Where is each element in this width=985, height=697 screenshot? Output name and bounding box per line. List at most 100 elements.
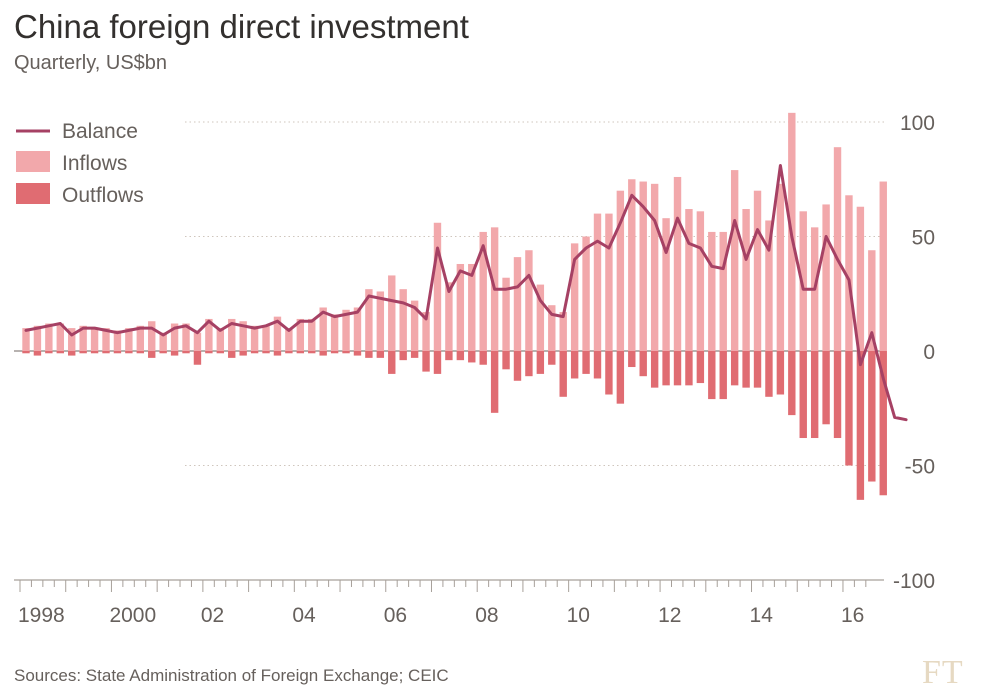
outflow-bar bbox=[273, 351, 282, 356]
inflow-bar bbox=[125, 328, 133, 351]
outflow-bar bbox=[365, 351, 373, 358]
outflow-bar bbox=[856, 351, 865, 500]
outflow-bar bbox=[582, 351, 590, 374]
outflow-bar bbox=[170, 351, 179, 356]
inflow-bar bbox=[685, 209, 693, 351]
inflow-bar bbox=[605, 213, 613, 351]
outflow-bar bbox=[136, 351, 144, 354]
x-tick-label: 04 bbox=[292, 604, 316, 627]
inflow-bar bbox=[833, 147, 842, 351]
inflow-bar bbox=[513, 257, 522, 351]
outflow-bar bbox=[822, 351, 830, 425]
outflow-bar bbox=[422, 351, 430, 372]
inflow-bar bbox=[68, 328, 76, 351]
outflow-bar bbox=[628, 351, 636, 368]
outflow-bar bbox=[148, 351, 156, 358]
inflow-bar bbox=[593, 213, 602, 351]
legend-label-inflows: Inflows bbox=[62, 152, 127, 175]
outflow-bar bbox=[788, 351, 796, 416]
x-tick-label: 1998 bbox=[18, 604, 65, 627]
balance-line bbox=[24, 164, 908, 422]
outflow-bar bbox=[193, 351, 202, 365]
outflow-bar bbox=[410, 351, 419, 358]
outflow-bar bbox=[239, 351, 247, 356]
inflow-bar bbox=[182, 323, 190, 351]
inflow-bar bbox=[216, 328, 225, 351]
y-tick-label: 0 bbox=[923, 341, 935, 364]
outflow-bar bbox=[468, 351, 476, 363]
inflow-bar bbox=[879, 181, 887, 351]
inflow-bar bbox=[468, 263, 476, 351]
outflow-bar bbox=[616, 351, 625, 404]
inflow-bar bbox=[296, 318, 305, 351]
outflow-bar bbox=[433, 351, 442, 374]
ft-logo: FT bbox=[922, 654, 964, 691]
inflow-bar bbox=[102, 328, 110, 351]
outflow-bar bbox=[353, 351, 362, 356]
outflow-bar bbox=[662, 351, 670, 386]
outflow-bar bbox=[399, 351, 407, 361]
outflow-bar bbox=[456, 351, 465, 361]
inflow-bar bbox=[22, 328, 30, 351]
inflow-bar bbox=[673, 176, 682, 351]
inflow-bar bbox=[239, 321, 247, 351]
inflow-bar bbox=[582, 236, 590, 351]
inflow-bar bbox=[399, 289, 407, 351]
outflow-bar bbox=[833, 351, 842, 439]
inflow-bar bbox=[228, 318, 236, 351]
outflow-bar bbox=[228, 351, 236, 358]
inflow-bar bbox=[708, 231, 716, 351]
inflow-bar bbox=[559, 312, 567, 351]
outflow-bar bbox=[159, 351, 167, 354]
inflow-bar bbox=[308, 318, 316, 351]
outflow-bar bbox=[776, 351, 785, 395]
inflow-bar bbox=[479, 231, 487, 351]
y-tick-label: 50 bbox=[912, 227, 935, 250]
x-tick-label: 2000 bbox=[109, 604, 156, 627]
outflow-bar bbox=[502, 351, 510, 370]
inflow-bar bbox=[376, 291, 385, 351]
inflow-bar bbox=[90, 328, 99, 351]
y-tick-label: 100 bbox=[900, 112, 935, 135]
outflow-bar bbox=[525, 351, 533, 377]
inflow-bar bbox=[45, 323, 53, 351]
outflow-bar bbox=[513, 351, 522, 381]
x-tick-label: 06 bbox=[384, 604, 407, 627]
inflow-bar bbox=[548, 305, 556, 351]
inflow-bar bbox=[205, 318, 213, 351]
legend-swatch-outflows bbox=[16, 183, 50, 204]
outflow-bar bbox=[285, 351, 293, 354]
outflow-bar bbox=[548, 351, 556, 365]
inflow-bar bbox=[868, 250, 876, 351]
outflow-bar bbox=[102, 351, 110, 354]
outflow-bar bbox=[650, 351, 659, 388]
outflow-bar bbox=[296, 351, 305, 354]
outflow-bar bbox=[479, 351, 487, 365]
outflow-bar bbox=[376, 351, 385, 358]
inflow-bar bbox=[628, 179, 636, 351]
inflow-bar bbox=[113, 330, 122, 351]
inflow-bar bbox=[388, 275, 396, 351]
outflow-bar bbox=[753, 351, 762, 388]
inflow-bar bbox=[536, 284, 545, 351]
inflow-bar bbox=[616, 190, 625, 351]
outflow-bar bbox=[308, 351, 316, 354]
y-tick-label: -100 bbox=[893, 570, 935, 593]
inflow-bar bbox=[662, 218, 670, 351]
outflow-bar bbox=[810, 351, 819, 439]
outflow-bar bbox=[205, 351, 213, 354]
outflow-bar bbox=[696, 351, 705, 384]
inflow-bar bbox=[56, 323, 64, 351]
outflow-bar bbox=[68, 351, 76, 356]
outflow-bar bbox=[262, 351, 270, 354]
legend-swatch-inflows bbox=[16, 151, 50, 172]
outflow-bar bbox=[799, 351, 807, 439]
inflow-bar bbox=[456, 263, 465, 351]
inflow-bar bbox=[776, 183, 785, 351]
outflow-bar bbox=[319, 351, 327, 356]
outflow-bar bbox=[45, 351, 53, 354]
outflow-bar bbox=[605, 351, 613, 395]
outflow-bar bbox=[79, 351, 87, 354]
x-tick-label: 16 bbox=[841, 604, 864, 627]
outflow-bar bbox=[879, 351, 887, 496]
